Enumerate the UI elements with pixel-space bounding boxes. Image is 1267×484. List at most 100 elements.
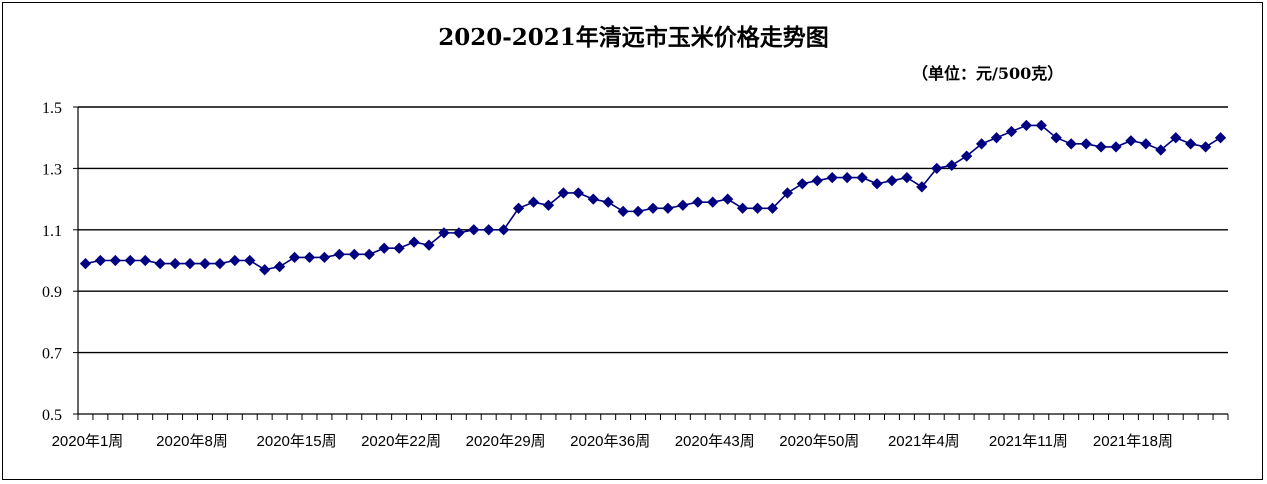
data-point bbox=[617, 205, 629, 218]
data-point bbox=[1214, 132, 1227, 144]
y-tick-labels: 0.5 0.7 0.9 1.1 1.3 1.5 bbox=[42, 100, 62, 424]
y-tick-label: 1.1 bbox=[42, 223, 62, 240]
data-point bbox=[662, 202, 674, 214]
data-point bbox=[453, 227, 465, 239]
data-point bbox=[736, 202, 749, 214]
series-line bbox=[85, 124, 1221, 271]
data-point bbox=[841, 171, 853, 184]
data-point bbox=[572, 187, 584, 199]
data-point bbox=[273, 261, 286, 273]
data-point bbox=[438, 227, 450, 239]
x-tick-label: 2020年1周 bbox=[52, 433, 124, 450]
data-point bbox=[722, 193, 734, 205]
data-point bbox=[602, 196, 614, 208]
data-point bbox=[1155, 144, 1167, 156]
data-point bbox=[512, 202, 525, 214]
data-point bbox=[1005, 125, 1018, 138]
data-point bbox=[587, 193, 599, 205]
data-point bbox=[557, 187, 570, 199]
y-tick-label: 1.5 bbox=[42, 100, 62, 117]
gridlines bbox=[78, 106, 1228, 354]
data-point bbox=[961, 150, 973, 162]
data-point bbox=[1125, 135, 1137, 147]
data-point bbox=[184, 257, 196, 270]
data-point bbox=[1095, 141, 1107, 153]
data-point bbox=[856, 171, 868, 184]
data-point bbox=[677, 199, 689, 211]
data-point bbox=[214, 257, 226, 270]
data-point bbox=[468, 224, 480, 236]
data-point bbox=[871, 178, 883, 190]
data-point bbox=[901, 171, 913, 184]
data-point bbox=[333, 248, 345, 260]
data-point bbox=[826, 171, 838, 184]
y-tick-label: 0.7 bbox=[42, 346, 62, 363]
series-points bbox=[79, 119, 1227, 276]
y-tick-label: 0.5 bbox=[42, 407, 62, 424]
x-tick-labels: 2020年1周 2020年8周 2020年15周 2020年22周 2020年29周 20… bbox=[52, 433, 1173, 450]
data-point bbox=[990, 132, 1003, 144]
data-point bbox=[94, 254, 107, 267]
data-point bbox=[811, 175, 823, 187]
data-point bbox=[1080, 138, 1092, 150]
data-point bbox=[229, 254, 241, 267]
data-point bbox=[288, 251, 301, 264]
data-point bbox=[483, 224, 495, 236]
data-point bbox=[423, 239, 435, 251]
x-tick-label: 2020年43周 bbox=[675, 433, 755, 450]
unit-label: （单位：元/500克） bbox=[912, 64, 1064, 83]
data-point bbox=[498, 224, 510, 236]
x-tick-label: 2021年11周 bbox=[989, 433, 1068, 450]
data-point bbox=[542, 199, 555, 211]
data-point bbox=[527, 196, 540, 208]
data-point bbox=[109, 254, 121, 267]
data-point bbox=[766, 202, 779, 214]
data-point bbox=[975, 138, 988, 150]
data-point bbox=[707, 196, 719, 208]
data-point bbox=[1185, 138, 1197, 150]
data-point bbox=[1140, 138, 1152, 150]
data-point bbox=[1110, 141, 1122, 153]
y-tick-label: 0.9 bbox=[42, 284, 62, 301]
x-tick-label: 2020年36周 bbox=[570, 433, 650, 450]
data-point bbox=[1050, 132, 1062, 144]
data-point bbox=[751, 202, 764, 214]
data-point bbox=[647, 202, 659, 214]
data-point bbox=[1020, 119, 1033, 132]
data-point bbox=[1170, 132, 1182, 144]
data-point bbox=[79, 257, 92, 270]
data-point bbox=[886, 175, 898, 187]
data-point bbox=[154, 257, 166, 270]
data-point bbox=[632, 205, 644, 218]
x-tick-label: 2021年4周 bbox=[888, 433, 960, 450]
data-point bbox=[946, 159, 958, 171]
data-point bbox=[1035, 119, 1047, 132]
data-point bbox=[796, 178, 808, 190]
data-point bbox=[393, 242, 405, 254]
data-point bbox=[303, 251, 316, 264]
data-point bbox=[408, 236, 420, 248]
x-tick-label: 2020年22周 bbox=[361, 433, 441, 450]
data-point bbox=[1065, 138, 1077, 150]
data-point bbox=[1199, 141, 1212, 153]
data-point bbox=[318, 251, 331, 264]
axes bbox=[73, 106, 1229, 420]
data-point bbox=[139, 254, 151, 267]
data-point bbox=[931, 162, 943, 175]
x-tick-label: 2020年50周 bbox=[779, 433, 859, 450]
x-tick-label: 2021年18周 bbox=[1093, 433, 1173, 450]
x-tick-label: 2020年15周 bbox=[257, 433, 337, 450]
data-point bbox=[259, 264, 271, 276]
chart-title: 2020-2021年清远市玉米价格走势图 bbox=[438, 24, 829, 51]
data-point bbox=[363, 248, 375, 260]
x-tick-label: 2020年29周 bbox=[466, 433, 546, 450]
y-tick-label: 1.3 bbox=[42, 161, 62, 178]
data-point bbox=[244, 254, 256, 267]
data-point bbox=[378, 242, 390, 254]
data-point bbox=[348, 248, 360, 260]
data-point bbox=[916, 181, 928, 193]
x-tick-label: 2020年8周 bbox=[156, 433, 228, 450]
data-point bbox=[124, 254, 136, 267]
